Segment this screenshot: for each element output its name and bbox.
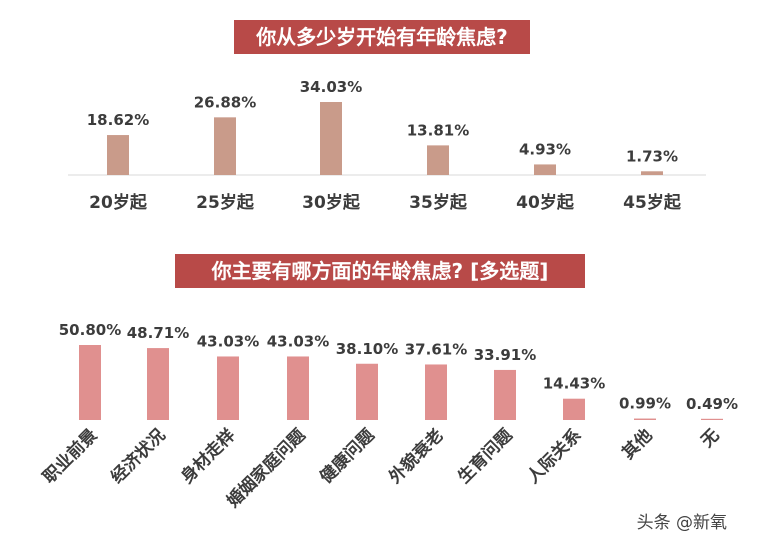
chart1-category-label: 25岁起 xyxy=(196,192,255,213)
chart2-value-label: 50.80% xyxy=(59,321,121,339)
chart1-value-label: 1.73% xyxy=(626,147,678,165)
chart1-category-label: 40岁起 xyxy=(516,192,575,213)
chart2-category-label: 生育问题 xyxy=(454,424,518,488)
chart2-bar xyxy=(287,356,309,420)
chart2-bar xyxy=(356,363,378,420)
chart1-value-label: 13.81% xyxy=(407,121,469,139)
chart2-bar xyxy=(425,364,447,420)
chart2-category-label: 其他 xyxy=(618,425,657,464)
chart2-bar xyxy=(701,418,723,420)
chart2-bar xyxy=(494,369,516,420)
chart1-value-label: 18.62% xyxy=(87,111,149,129)
chart2-title: 你主要有哪方面的年龄焦虑? [多选题] xyxy=(175,254,585,288)
chart2-category-label: 经济状况 xyxy=(107,425,170,488)
chart1-bar xyxy=(427,145,449,175)
chart2-value-label: 48.71% xyxy=(127,324,189,342)
chart2-category-label: 无 xyxy=(697,425,724,452)
chart2-value-label: 38.10% xyxy=(336,340,398,358)
chart1-bar xyxy=(534,164,556,175)
chart2-value-label: 0.49% xyxy=(686,395,738,413)
chart2-bar xyxy=(217,356,239,420)
chart2-value-label: 33.91% xyxy=(474,346,536,364)
chart1-value-label: 34.03% xyxy=(300,78,362,96)
chart1-title: 你从多少岁开始有年龄焦虑? xyxy=(234,20,530,54)
chart2-bar xyxy=(563,398,585,420)
chart2-category-label: 健康问题 xyxy=(316,424,380,488)
chart1-value-label: 4.93% xyxy=(519,140,571,158)
chart1-category-label: 45岁起 xyxy=(623,192,682,213)
chart1-bar xyxy=(214,117,236,175)
chart1-category-label: 20岁起 xyxy=(89,192,148,213)
chart1-category-label: 30岁起 xyxy=(302,192,361,213)
chart1-value-label: 26.88% xyxy=(194,93,256,111)
chart2-bar xyxy=(634,418,656,420)
chart1-bar xyxy=(641,171,663,175)
chart2-value-label: 43.03% xyxy=(267,332,329,350)
chart2-value-label: 14.43% xyxy=(543,375,605,393)
chart1-category-label: 35岁起 xyxy=(409,192,468,213)
chart1-bar xyxy=(320,102,342,175)
chart2-bar xyxy=(147,348,169,420)
chart2-value-label: 37.61% xyxy=(405,340,467,358)
chart2-value-label: 0.99% xyxy=(619,395,671,413)
chart2-category-label: 身材走样 xyxy=(177,425,240,488)
chart1-bar xyxy=(107,135,129,175)
chart2-bar xyxy=(79,345,101,420)
watermark: 头条 @新氧 xyxy=(636,513,727,533)
chart2-value-label: 43.03% xyxy=(197,332,259,350)
chart2-category-label: 外貌衰老 xyxy=(385,425,448,488)
chart2-category-label: 人际关系 xyxy=(523,425,586,488)
chart2-category-label: 职业前景 xyxy=(39,425,102,488)
